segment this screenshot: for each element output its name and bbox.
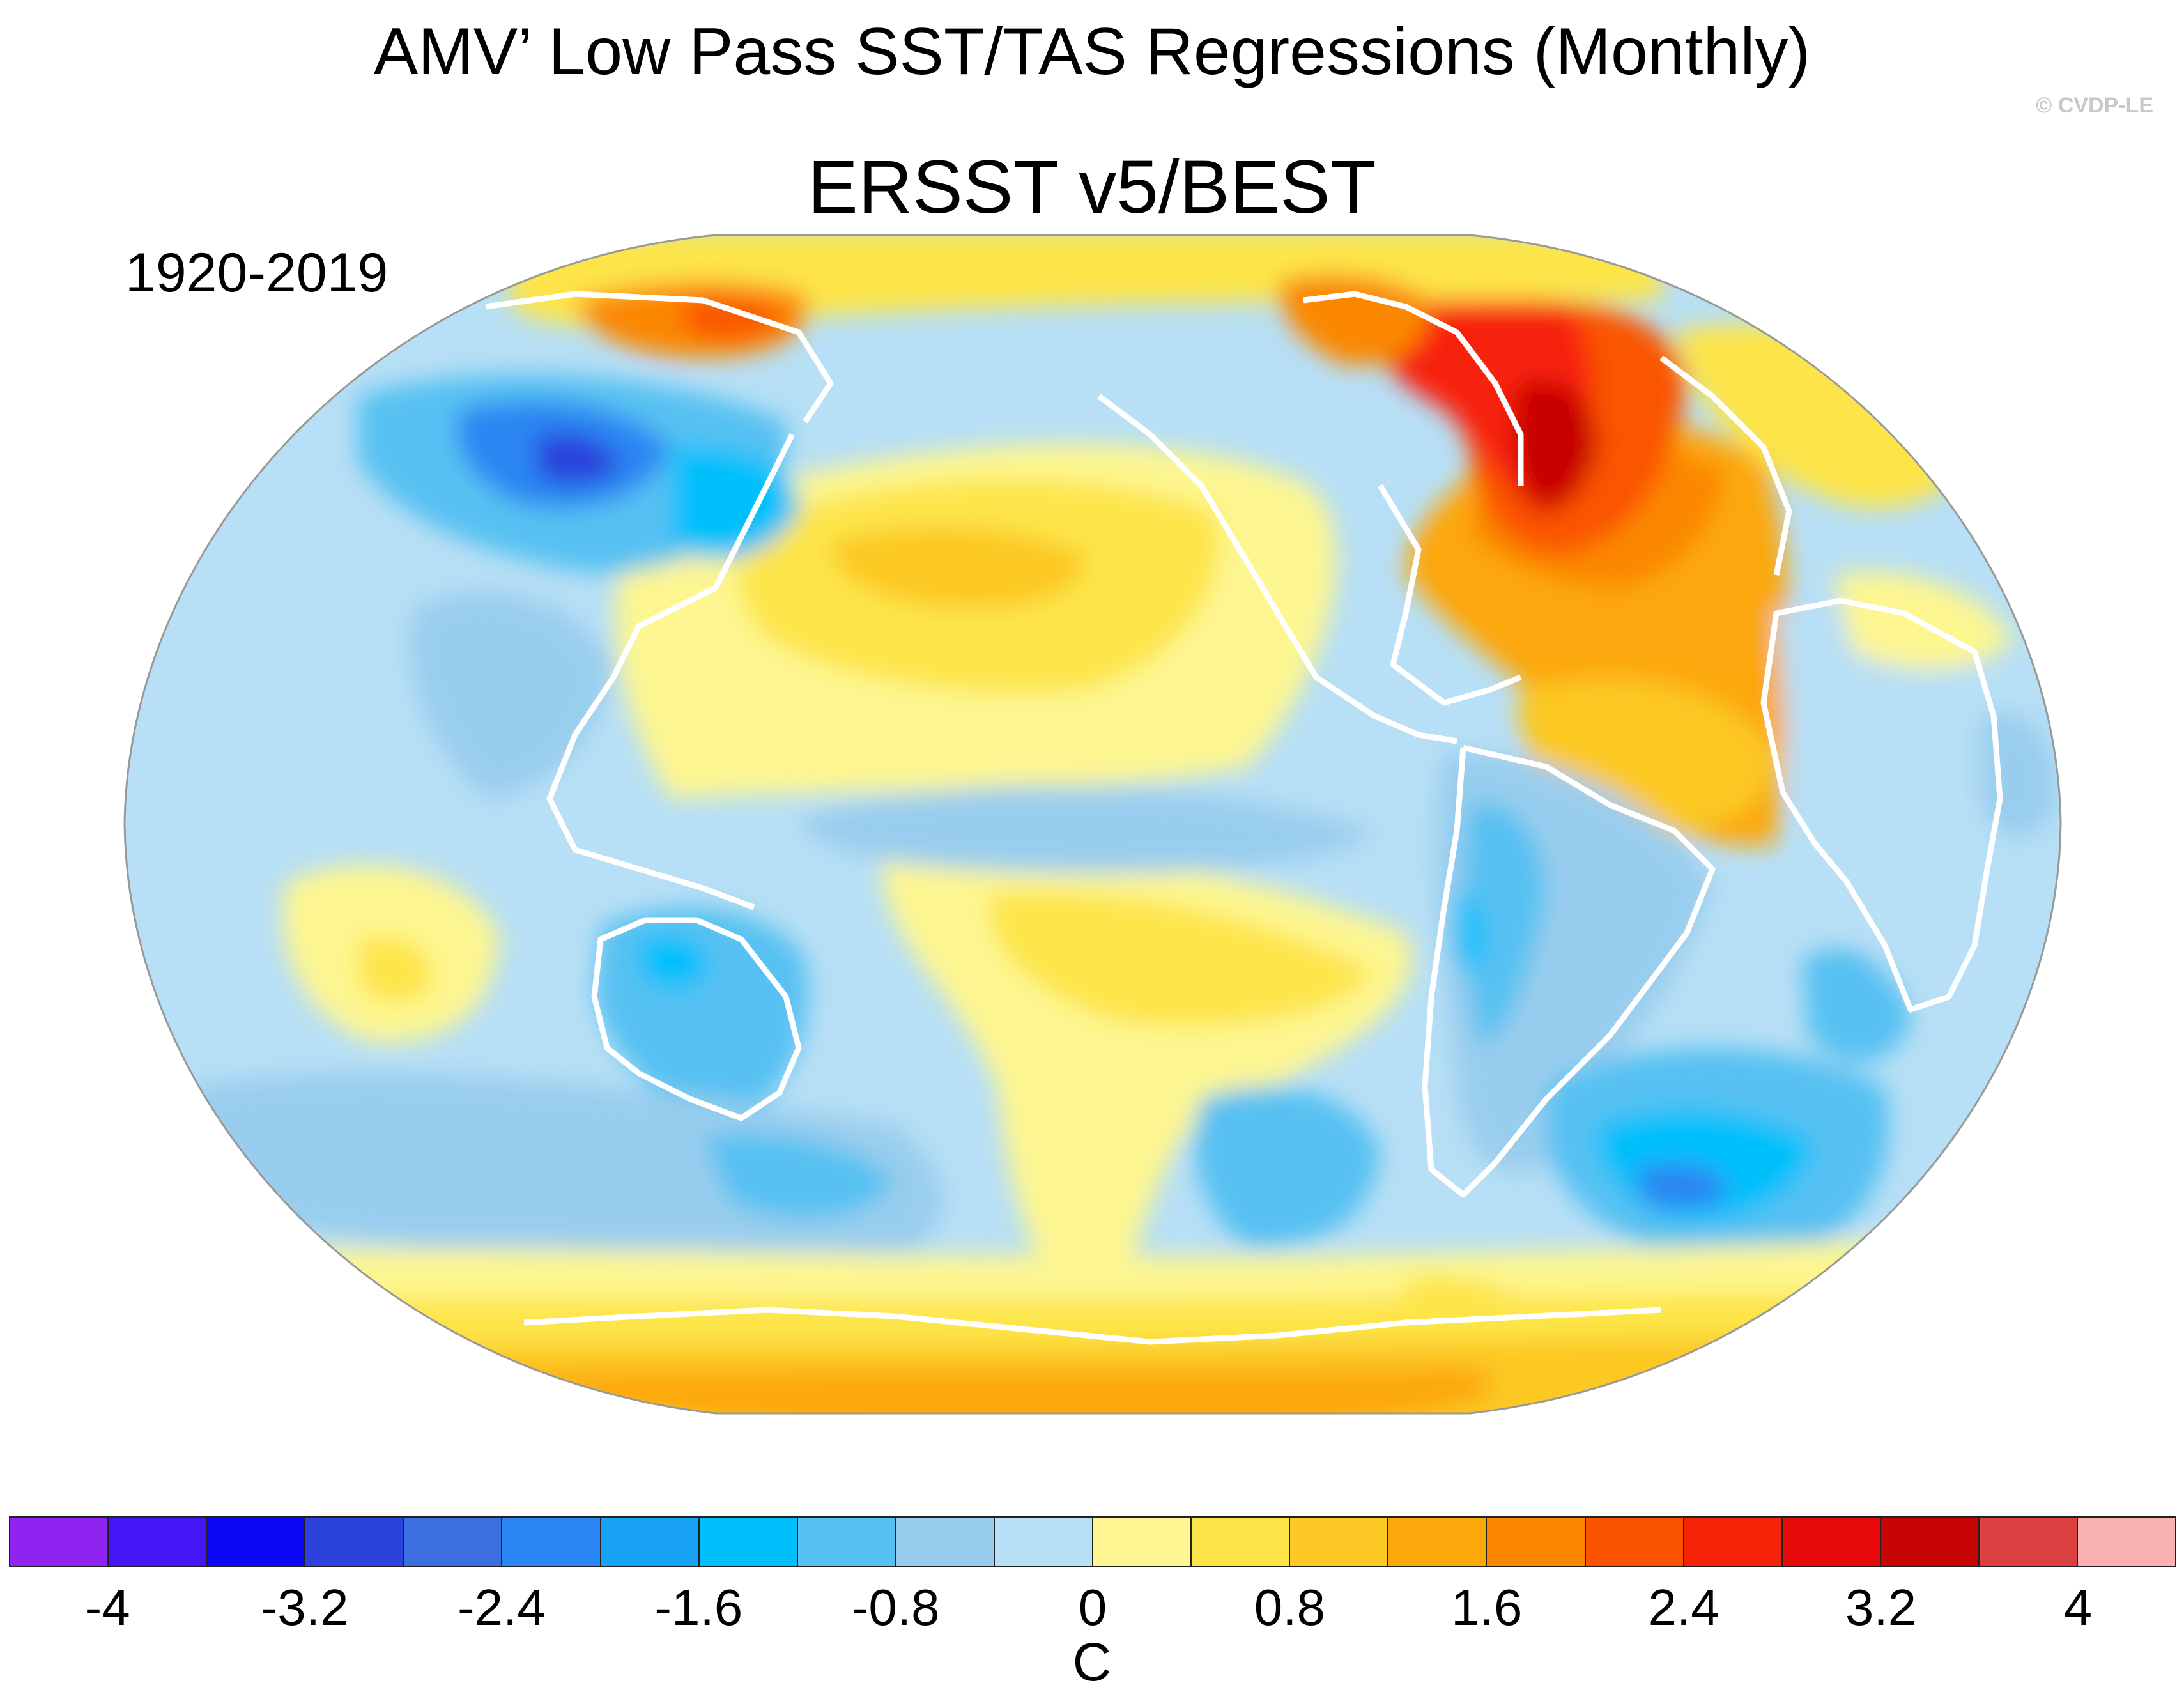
colorbar-tick-label: -1.6 — [654, 1579, 743, 1636]
anomaly-ross-sea — [1406, 1276, 1521, 1325]
colorbar-swatch — [1093, 1518, 1192, 1566]
colorbar-tick-label: -0.8 — [851, 1579, 940, 1636]
colorbar-tick-label: 4 — [2063, 1579, 2093, 1636]
colorbar-ticks: -4 -3.2 -2.4 -1.6 -0.8 0 0.8 1.6 2.4 3.2 4 — [0, 1578, 2184, 1642]
colorbar-tick-label: 1.6 — [1451, 1579, 1523, 1636]
colorbar-swatch — [1290, 1518, 1389, 1566]
anomaly-central-asia-core — [537, 433, 620, 485]
colorbar-tick-label: -4 — [84, 1579, 130, 1636]
anomaly-indian-ocean-core — [358, 935, 434, 1003]
colorbar-swatch — [896, 1518, 995, 1566]
credit-label: © CVDP-LE — [2036, 93, 2153, 118]
chart-title: AMV’ Low Pass SST/TAS Regressions (Month… — [373, 15, 1811, 89]
colorbar-swatch — [601, 1518, 700, 1566]
anomaly-east-asia — [671, 446, 799, 559]
colorbar-swatch — [1782, 1518, 1881, 1566]
anomaly-south-pacific-core — [988, 891, 1374, 1027]
colorbar-swatch — [1684, 1518, 1783, 1566]
colorbar-tick-label: 0 — [1078, 1579, 1107, 1636]
colorbar-swatch — [1388, 1518, 1488, 1566]
world-map — [123, 234, 2062, 1415]
coastlines — [485, 291, 2003, 1345]
colorbar-tick-label: 3.2 — [1845, 1579, 1917, 1636]
colorbar-swatch — [502, 1518, 601, 1566]
anomaly-south-america-inner — [1463, 803, 1546, 1048]
anomaly-north-pacific-core — [831, 527, 1086, 608]
colorbar-unit: C — [1072, 1632, 1112, 1692]
anomaly-south-atlantic-core — [1636, 1163, 1732, 1210]
colorbar-tick-label: -3.2 — [260, 1579, 349, 1636]
dataset-subtitle: ERSST v5/BEST — [808, 145, 1376, 229]
anomaly-andes — [1454, 893, 1484, 973]
colorbar-tick-label: -2.4 — [457, 1579, 546, 1636]
colorbar-swatch — [699, 1518, 798, 1566]
anomaly-west-africa-blue — [1802, 948, 1911, 1063]
anomaly-australia-core — [639, 934, 709, 990]
anomaly-africa — [1776, 604, 1999, 997]
colorbar-swatch — [109, 1518, 208, 1566]
anomaly-equatorial-band — [799, 785, 1374, 874]
anomaly-antarctica-interior — [511, 1367, 1492, 1413]
anomaly-southern-indian-core — [703, 1133, 895, 1219]
colorbar-swatch — [2077, 1518, 2176, 1566]
anomaly-india — [410, 592, 613, 799]
colorbar-swatch — [797, 1518, 896, 1566]
colorbar-swatch — [994, 1518, 1094, 1566]
anomaly-arctic-siberia-core — [677, 298, 786, 339]
colorbar-swatch — [207, 1518, 306, 1566]
colorbar — [9, 1516, 2176, 1567]
anomaly-southern-pacific-blue — [1194, 1086, 1380, 1247]
colorbar-swatch — [1585, 1518, 1684, 1566]
period-label: 1920-2019 — [125, 242, 388, 304]
map-outline — [123, 234, 2062, 1415]
colorbar-swatch — [305, 1518, 404, 1566]
colorbar-swatch — [1979, 1518, 2078, 1566]
colorbar-swatch — [404, 1518, 503, 1566]
colorbar-swatch — [1880, 1518, 1980, 1566]
colorbar-swatch — [1192, 1518, 1291, 1566]
colorbar-tick-label: 2.4 — [1648, 1579, 1719, 1636]
colorbar-swatch — [1487, 1518, 1586, 1566]
anomaly-max-core — [1514, 380, 1597, 509]
colorbar-swatch — [10, 1518, 109, 1566]
colorbar-tick-label: 0.8 — [1254, 1579, 1325, 1636]
anomaly-southern-indian — [187, 1073, 942, 1269]
